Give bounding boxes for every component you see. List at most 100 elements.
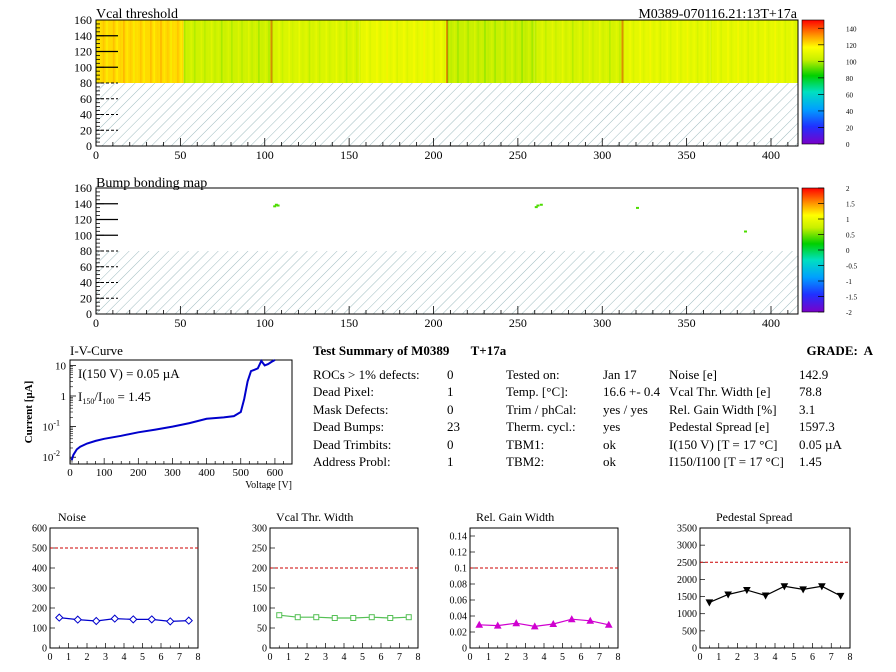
pixel-column (335, 20, 338, 83)
summary-value: 0.05 µA (799, 436, 842, 452)
pixel-column (582, 20, 584, 83)
iv-y-exponent: -2 (53, 449, 60, 458)
data-point (147, 615, 156, 624)
pixel-column (612, 20, 615, 83)
pixel-column (251, 20, 253, 83)
pixel-column (787, 20, 790, 83)
summary-row: ROCs > 1% defects: 0 (313, 366, 473, 383)
pixel-column (372, 20, 375, 83)
small-x-tick-label: 7 (829, 652, 834, 663)
small-x-tick-label: 1 (486, 652, 491, 663)
pixel-column (544, 20, 547, 83)
pixel-column (717, 20, 719, 83)
pixel-column (727, 20, 729, 83)
iv-x-tick-label: 200 (130, 467, 147, 479)
small-x-tick-label: 6 (810, 652, 815, 663)
pixel-column (129, 20, 132, 83)
pixel-column (197, 20, 199, 83)
iv-y-tick-label: 10 (55, 360, 67, 372)
colorbar-tick-label: 1 (846, 216, 850, 224)
small-x-tick-label: 7 (177, 652, 182, 663)
pixel-column (274, 20, 277, 83)
iv-ylabel: Current [µA] (23, 381, 35, 444)
summary-row: Vcal Thr. Width [e] 78.8 (669, 383, 874, 400)
pixel-column (457, 20, 459, 83)
small-y-tick-label: 0.1 (455, 564, 468, 575)
summary-value: ok (603, 436, 616, 452)
pixel-column (504, 20, 507, 83)
summary-temp-tag: T+17a (470, 343, 507, 358)
small-x-tick-label: 5 (560, 652, 565, 663)
data-point (493, 621, 502, 629)
x-tick-label: 400 (762, 148, 780, 162)
small-y-tick-label: 300 (252, 524, 267, 535)
summary-value: yes / yes (603, 401, 648, 417)
summary-label: Therm. cycl.: (506, 419, 576, 435)
pixel-column (396, 20, 399, 83)
x-tick-label: 300 (593, 316, 611, 330)
small-x-tick-label: 2 (305, 652, 310, 663)
pixel-column (352, 20, 355, 83)
pixel-column (588, 20, 591, 83)
summary-title-text: Test Summary of M0389 (313, 343, 450, 358)
x-tick-label: 0 (93, 316, 99, 330)
pixel-column (531, 20, 534, 83)
data-point (129, 615, 138, 624)
pixel-column (156, 20, 159, 83)
pixel-column (669, 20, 672, 83)
pixel-column (534, 20, 537, 83)
pixel-column (602, 20, 604, 83)
colorbar-tick-label: -0.5 (846, 263, 858, 271)
pixel-column (683, 20, 685, 83)
pixel-column (399, 20, 402, 83)
colorbar-tick-label: 0 (846, 141, 850, 149)
colorbar-tick-label: 1.5 (846, 201, 855, 209)
iv-ratio-i: I (78, 389, 82, 404)
pixel-column (474, 20, 476, 83)
small-x-tick-label: 7 (597, 652, 602, 663)
small-y-tick-label: 300 (32, 584, 47, 595)
small-x-tick-label: 2 (85, 652, 90, 663)
pixel-column (379, 20, 382, 83)
pixel-column (291, 20, 294, 83)
small-y-tick-label: 600 (32, 524, 47, 535)
pixel-column (595, 20, 598, 83)
x-tick-label: 350 (678, 316, 696, 330)
y-tick-label: 0 (86, 139, 92, 153)
x-tick-label: 100 (256, 316, 274, 330)
small-y-tick-label: 500 (32, 544, 47, 555)
small-y-tick-label: 500 (682, 626, 697, 637)
x-tick-label: 150 (340, 148, 358, 162)
data-point (586, 616, 595, 624)
summary-row: TBM1: ok (506, 436, 676, 453)
colorbar-tick-label: 2 (846, 185, 850, 193)
small-y-tick-label: 0.02 (450, 628, 468, 639)
data-point (475, 620, 484, 628)
pixel-column (163, 20, 166, 83)
summary-label: Dead Pixel: (313, 384, 375, 400)
pixel-column (744, 20, 746, 83)
pixel-column (146, 20, 149, 83)
pixel-column (268, 20, 270, 83)
pixel-column (220, 20, 223, 83)
dead-bump-pixel (536, 204, 540, 207)
pixel-column (386, 20, 388, 83)
pixel-column (551, 20, 554, 83)
pixel-column (686, 20, 689, 83)
x-tick-label: 50 (174, 316, 186, 330)
iv-ratio-slash: /I (94, 389, 102, 404)
dead-bump-pixel (273, 205, 277, 208)
pixel-column (190, 20, 193, 83)
iv-y-tick-label: 10-1 (42, 419, 60, 434)
pixel-column (619, 20, 621, 83)
small-y-tick-label: 50 (257, 624, 267, 635)
pixel-column (629, 20, 631, 83)
small-y-tick-label: 3000 (677, 541, 697, 552)
iv-title: I-V-Curve (70, 343, 123, 358)
series-line (279, 614, 409, 619)
summary-title: Test Summary of M0389 T+17a (313, 342, 506, 359)
small-chart-title: Rel. Gain Width (476, 510, 554, 524)
pixel-column (713, 20, 716, 83)
y-tick-label: 160 (74, 13, 92, 27)
pixel-column (598, 20, 601, 83)
